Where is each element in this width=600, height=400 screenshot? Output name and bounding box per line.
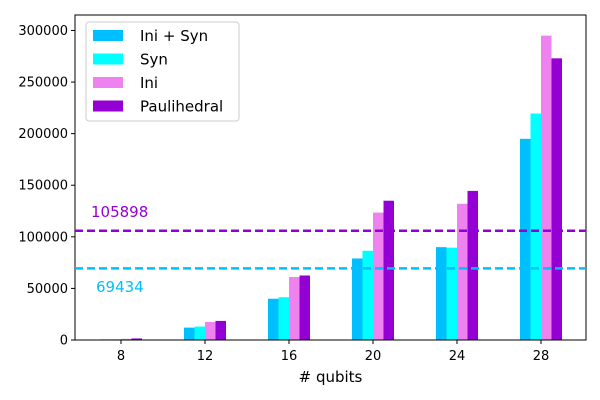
reference-label-69434: 69434	[96, 278, 144, 296]
legend: Ini + Syn Syn Ini Paulihedral	[85, 21, 240, 122]
bar-syn-12	[194, 326, 205, 340]
x-tick-label: 28	[533, 349, 550, 364]
legend-label: Paulihedral	[140, 98, 223, 116]
axes-frame	[74, 14, 587, 341]
bar-syn-28	[530, 113, 541, 341]
legend-swatch-ini-syn	[93, 30, 123, 41]
bar-paulihedral-8	[131, 338, 142, 340]
bar-ini-16	[289, 277, 300, 340]
bar-ini-syn-16	[268, 298, 279, 340]
legend-label: Ini	[140, 74, 158, 92]
bar-ini-28	[541, 35, 552, 341]
legend-label: Syn	[140, 51, 168, 69]
x-tick-label: 12	[197, 349, 214, 364]
x-tick-label: 16	[281, 349, 298, 364]
bar-paulihedral-20	[383, 200, 394, 340]
bar-paulihedral-28	[551, 58, 562, 340]
reference-label-105898: 105898	[91, 203, 148, 221]
x-tick-label: 24	[449, 349, 466, 364]
x-tick-label: 20	[365, 349, 382, 364]
y-tick-label: 250000	[18, 76, 68, 91]
legend-swatch-syn	[93, 53, 123, 65]
bar-paulihedral-12	[215, 320, 226, 340]
legend-box	[85, 21, 240, 122]
bar-ini-syn-24	[436, 247, 447, 340]
y-tick-label: 100000	[18, 230, 68, 245]
bar-ini-8	[121, 338, 132, 340]
y-tick-label: 150000	[18, 179, 68, 194]
bar-syn-24	[446, 247, 457, 340]
x-tick-label: 8	[117, 349, 125, 364]
y-tick-label: 300000	[18, 24, 68, 39]
y-tick-label: 0	[60, 334, 68, 349]
bar-paulihedral-24	[467, 190, 478, 340]
y-tick-label: 50000	[27, 282, 68, 297]
legend-label: Ini + Syn	[140, 27, 208, 45]
bar-ini-20	[373, 212, 384, 340]
bar-ini-24	[457, 203, 468, 340]
bar-ini-12	[205, 321, 216, 340]
bar-syn-16	[278, 297, 289, 340]
bar-ini-syn-12	[184, 327, 195, 340]
bar-ini-syn-20	[352, 258, 363, 340]
bar-ini-syn-28	[520, 138, 531, 340]
legend-swatch-ini	[93, 77, 123, 88]
y-tick-label: 200000	[18, 127, 68, 142]
plot-area	[100, 35, 562, 341]
bar-syn-20	[362, 250, 373, 340]
bar-paulihedral-16	[299, 275, 310, 340]
axes: 0 50000 100000 150000 200000 250000 300000 8 12 1…	[18, 14, 587, 364]
x-axis-title: # qubits	[299, 368, 363, 386]
reference-lines: 105898 69434	[75, 203, 586, 296]
legend-swatch-paulihedral	[93, 100, 123, 112]
